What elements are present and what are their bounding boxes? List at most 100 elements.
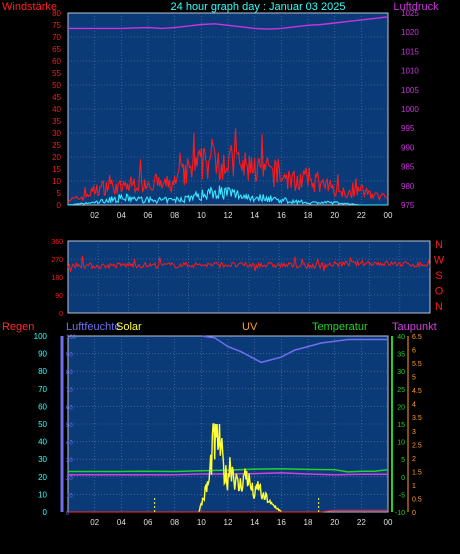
rain-tick-label: 80 xyxy=(38,367,47,376)
direction-tick-label: 0 xyxy=(59,311,63,318)
rain-tick-label: 0 xyxy=(43,508,48,517)
dewpoint-axis-title: Taupunkt xyxy=(392,321,437,333)
wind-tick-label: 70 xyxy=(52,33,61,42)
rain-tick-label: 20 xyxy=(38,473,47,482)
humidity-tick-label: 50 xyxy=(66,423,73,429)
temperature-tick-label: 30 xyxy=(397,369,405,376)
direction-tick-label: 270 xyxy=(51,257,63,264)
rain-tick-label: 10 xyxy=(38,490,47,499)
x-tick-label: 14 xyxy=(250,518,259,527)
x-tick-label: 02 xyxy=(90,518,99,527)
temperature-tick-label: 20 xyxy=(397,404,405,411)
pressure-tick-label: 1025 xyxy=(401,9,419,18)
humidity-tick-label: 10 xyxy=(66,493,73,499)
uv-tick-label: 4.5 xyxy=(412,388,422,395)
solar-line xyxy=(198,423,282,513)
uv-tick-label: 2 xyxy=(412,456,416,463)
chart-marks xyxy=(67,16,431,513)
x-tick-label: 18 xyxy=(304,518,313,527)
humidity-tick-label: 90 xyxy=(66,353,73,359)
pressure-tick-label: 1020 xyxy=(401,28,419,37)
direction-tick-label: 90 xyxy=(55,293,63,300)
compass-label: N xyxy=(435,301,443,313)
wind-tick-label: 60 xyxy=(52,57,61,66)
x-tick-label: 22 xyxy=(357,518,366,527)
x-tick-label: 18 xyxy=(304,211,313,220)
humidity-tick-label: 40 xyxy=(66,441,73,447)
pressure-tick-label: 980 xyxy=(401,182,415,191)
temperature-tick-label: 25 xyxy=(397,387,405,394)
compass-label: N xyxy=(435,239,443,251)
wind-tick-label: 10 xyxy=(52,177,61,186)
rain-tick-label: 50 xyxy=(38,420,47,429)
pressure-line xyxy=(68,16,389,30)
solar-axis-title: Solar xyxy=(116,321,142,333)
uv-tick-label: 1 xyxy=(412,483,416,490)
wind-tick-label: 30 xyxy=(52,129,61,138)
pressure-tick-label: 1010 xyxy=(401,67,419,76)
temperature-tick-label: 15 xyxy=(397,422,405,429)
x-tick-label: 20 xyxy=(330,211,339,220)
chart-title: 24 hour graph day : Januar 03 2025 xyxy=(171,1,346,13)
wind-tick-label: 75 xyxy=(52,21,61,30)
humidity-line xyxy=(201,335,388,364)
temperature-axis-title: Temperatur xyxy=(312,321,368,333)
wind-tick-label: 65 xyxy=(52,45,61,54)
pressure-tick-label: 1005 xyxy=(401,86,419,95)
x-tick-label: 06 xyxy=(144,211,153,220)
pressure-tick-label: 975 xyxy=(401,201,415,210)
temperature-tick-label: 40 xyxy=(397,334,405,341)
rain-tick-label: 90 xyxy=(38,350,47,359)
compass-label: W xyxy=(434,255,445,267)
temperature-tick-label: 5 xyxy=(401,457,405,464)
pressure-tick-label: 995 xyxy=(401,124,415,133)
x-tick-label: 14 xyxy=(250,211,259,220)
pressure-tick-label: 1015 xyxy=(401,47,419,56)
temperature-tick-label: -10 xyxy=(395,510,405,517)
x-tick-label: 08 xyxy=(170,211,179,220)
wind-tick-label: 40 xyxy=(52,105,61,114)
wind-tick-label: 15 xyxy=(52,165,61,174)
x-tick-label: 04 xyxy=(117,518,126,527)
pressure-tick-label: 990 xyxy=(401,143,415,152)
humidity-tick-label: 80 xyxy=(66,370,73,376)
temperature-tick-label: 0 xyxy=(401,475,405,482)
uv-tick-label: 1.5 xyxy=(412,469,422,476)
humidity-tick-label: 0 xyxy=(66,511,70,517)
x-tick-label: 10 xyxy=(197,518,206,527)
dewpoint-line xyxy=(68,472,388,476)
wind-speed-line xyxy=(67,128,389,203)
pressure-axis-title: Luftdruck xyxy=(393,1,439,13)
direction-tick-label: 180 xyxy=(51,275,63,282)
rain-line xyxy=(68,509,388,513)
uv-tick-label: 3.5 xyxy=(412,415,422,422)
temperature-tick-label: -5 xyxy=(399,492,405,499)
wind-tick-label: 55 xyxy=(52,69,61,78)
rain-tick-label: 40 xyxy=(38,438,47,447)
wind-tick-label: 25 xyxy=(52,141,61,150)
wind-tick-label: 20 xyxy=(52,153,61,162)
humidity-tick-label: 30 xyxy=(66,458,73,464)
gust-line xyxy=(67,185,388,206)
x-tick-label: 08 xyxy=(170,518,179,527)
x-tick-label: 04 xyxy=(117,211,126,220)
uv-tick-label: 6 xyxy=(412,348,416,355)
wind-tick-label: 35 xyxy=(52,117,61,126)
x-tick-label: 00 xyxy=(384,211,393,220)
uv-tick-label: 3 xyxy=(412,429,416,436)
x-tick-label: 06 xyxy=(144,518,153,527)
x-tick-label: 16 xyxy=(277,211,286,220)
x-tick-label: 20 xyxy=(330,518,339,527)
humidity-axis-title: Luftfeuchte xyxy=(66,321,120,333)
wind-tick-label: 5 xyxy=(57,189,62,198)
uv-tick-label: 0 xyxy=(412,510,416,517)
compass-label: O xyxy=(435,286,444,298)
x-tick-label: 12 xyxy=(224,211,233,220)
pressure-tick-label: 985 xyxy=(401,163,415,172)
x-tick-label: 02 xyxy=(90,211,99,220)
humidity-tick-label: 70 xyxy=(66,388,73,394)
temperature-line xyxy=(68,467,389,473)
rain-tick-label: 100 xyxy=(34,332,48,341)
wind-direction-line xyxy=(67,255,431,273)
